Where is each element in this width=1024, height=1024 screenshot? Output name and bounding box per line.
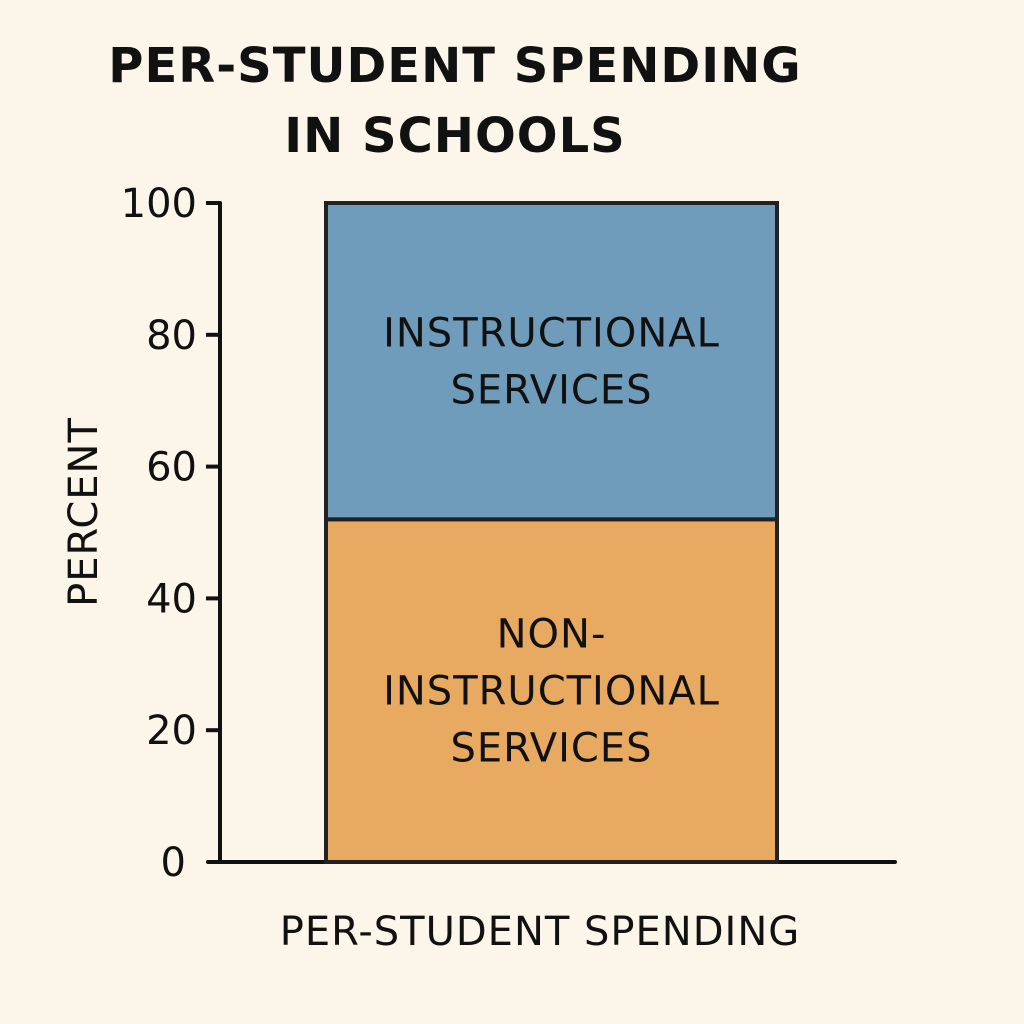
y-tick-label: 60 [146,445,197,491]
segment-label: SERVICES [450,726,652,772]
segment-label: INSTRUCTIONAL [383,669,720,715]
chart-axis-labels: PER-STUDENT SPENDING PERCENT [61,417,800,955]
y-tick-label: 100 [121,181,197,227]
y-tick-label: 20 [146,708,197,754]
y-axis-label: PERCENT [61,417,107,607]
segment-label: INSTRUCTIONAL [383,311,720,357]
y-tick-label: 0 [161,840,186,886]
segment-label: SERVICES [450,368,652,414]
x-axis-label: PER-STUDENT SPENDING [280,909,800,955]
segment-label: NON- [497,612,607,658]
chart-axes: 0 20 40 60 80 100 [121,181,897,886]
bar-segment [324,201,779,522]
y-tick-label: 80 [146,313,197,359]
chart-title-line: PER-STUDENT SPENDING [108,38,801,94]
y-tick-label: 40 [146,576,197,622]
chart-title-line: IN SCHOOLS [284,108,625,164]
chart-title: PER-STUDENT SPENDING IN SCHOOLS [108,38,801,164]
chart-bars: NON- INSTRUCTIONAL SERVICES INSTRUCTIONAL SE… [324,201,779,864]
